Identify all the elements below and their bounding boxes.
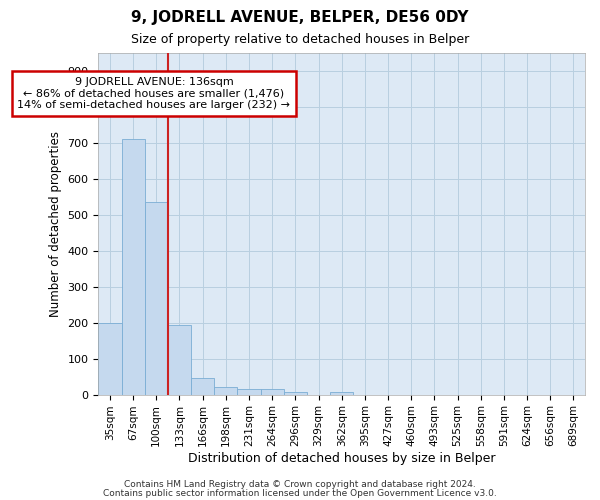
- Bar: [122, 139, 145, 394]
- Bar: [260, 389, 284, 394]
- Bar: [284, 392, 307, 394]
- Bar: [191, 378, 214, 394]
- Text: Contains public sector information licensed under the Open Government Licence v3: Contains public sector information licen…: [103, 488, 497, 498]
- Text: Size of property relative to detached houses in Belper: Size of property relative to detached ho…: [131, 32, 469, 46]
- Bar: [98, 322, 122, 394]
- Bar: [145, 202, 168, 394]
- X-axis label: Distribution of detached houses by size in Belper: Distribution of detached houses by size …: [188, 452, 496, 465]
- Bar: [238, 389, 260, 394]
- Bar: [168, 325, 191, 394]
- Bar: [330, 392, 353, 394]
- Text: 9, JODRELL AVENUE, BELPER, DE56 0DY: 9, JODRELL AVENUE, BELPER, DE56 0DY: [131, 10, 469, 25]
- Text: 9 JODRELL AVENUE: 136sqm
← 86% of detached houses are smaller (1,476)
14% of sem: 9 JODRELL AVENUE: 136sqm ← 86% of detach…: [17, 77, 290, 110]
- Bar: [214, 388, 238, 394]
- Text: Contains HM Land Registry data © Crown copyright and database right 2024.: Contains HM Land Registry data © Crown c…: [124, 480, 476, 489]
- Y-axis label: Number of detached properties: Number of detached properties: [49, 130, 62, 316]
